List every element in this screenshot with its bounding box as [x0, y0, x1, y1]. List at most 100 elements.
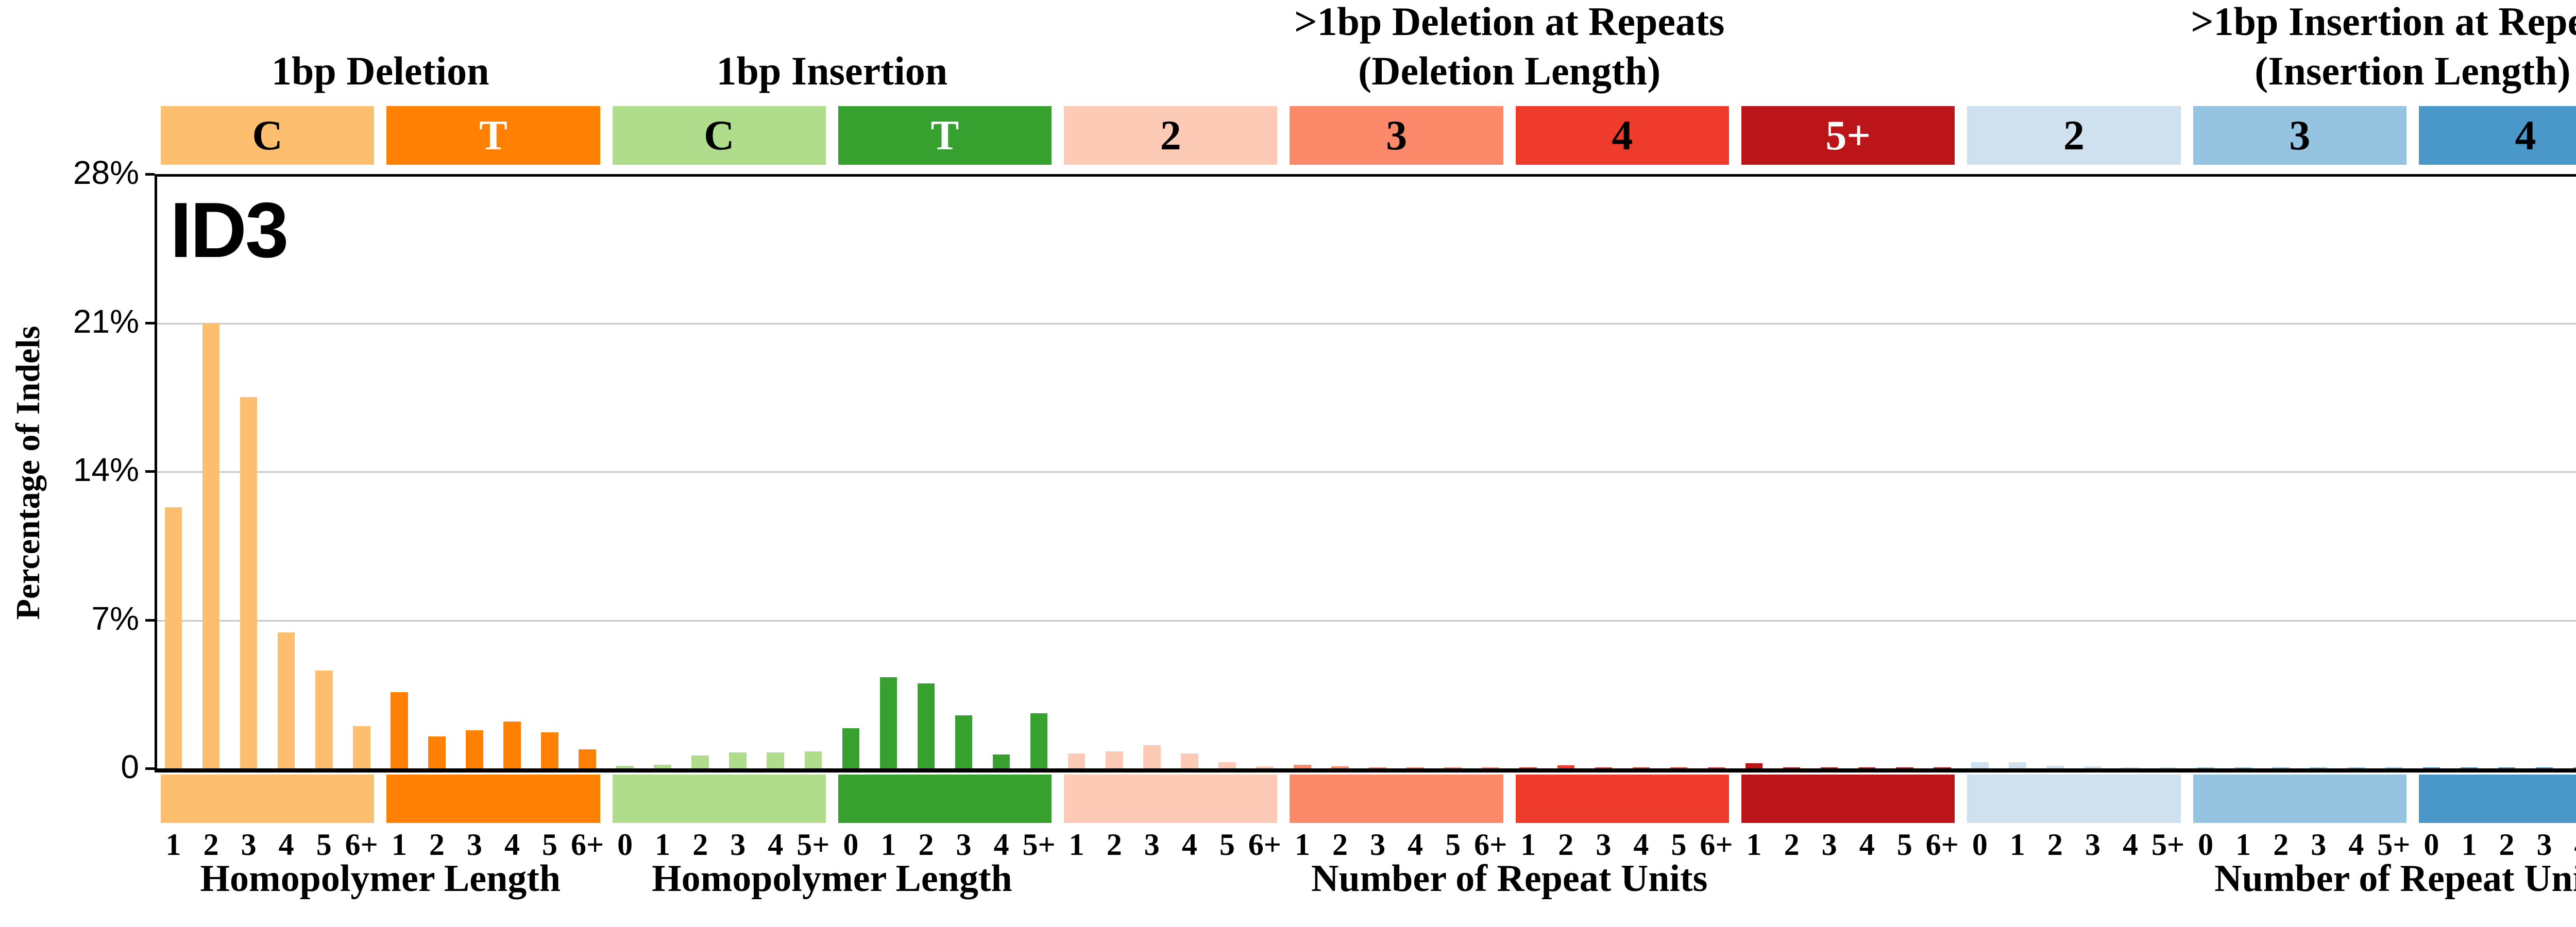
section-header-line: (Deletion Length) — [1358, 48, 1661, 93]
y-tick-label: 0 — [121, 748, 139, 785]
section-header: >1bp Deletion at Repeats (Deletion Length… — [1058, 0, 1961, 96]
x-category-label: 1 — [2461, 828, 2477, 862]
bar — [1971, 762, 1989, 768]
bar — [2122, 767, 2139, 768]
bar — [1895, 767, 1913, 768]
bar — [2046, 766, 2064, 768]
x-category-label: 4 — [1633, 828, 1649, 862]
group-box-bottom — [386, 775, 600, 823]
bar — [2498, 767, 2516, 768]
x-category-label: 4 — [993, 828, 1009, 862]
bar — [503, 722, 521, 768]
bar — [1783, 767, 1801, 768]
x-category-label: 4 — [1859, 828, 1875, 862]
group-box-top: 2 — [1064, 106, 1278, 165]
x-category-label: 2 — [429, 828, 445, 862]
x-category-label: 4 — [2348, 828, 2364, 862]
x-category-label: 0 — [2198, 828, 2214, 862]
bar — [1256, 766, 1274, 768]
x-category-label: 4 — [1181, 828, 1197, 862]
bar — [1030, 713, 1048, 768]
x-category-label: 3 — [956, 828, 972, 862]
x-category-label: 2 — [1784, 828, 1800, 862]
x-category-label: 6+ — [1474, 828, 1507, 862]
bar — [616, 766, 634, 768]
x-category-label: 2 — [1106, 828, 1122, 862]
group-box-top: C — [612, 106, 826, 165]
bar — [428, 736, 446, 768]
section-header: >1bp Insertion at Repeats(Insertion Leng… — [1961, 0, 2576, 96]
bar — [879, 677, 897, 768]
bar — [1369, 767, 1386, 768]
bar — [767, 752, 785, 768]
bar — [164, 507, 182, 768]
x-category-label: 0 — [1972, 828, 1988, 862]
x-category-label: 6+ — [1925, 828, 1959, 862]
bar — [2573, 767, 2576, 768]
group-box-bottom — [2418, 775, 2576, 823]
y-tick-mark — [145, 173, 155, 176]
bar — [2159, 767, 2177, 768]
group-box-top: C — [161, 106, 375, 165]
section-header-line: (Insertion Length) — [2255, 48, 2571, 93]
x-category-label: 5+ — [1022, 828, 1056, 862]
x-category-label: 6+ — [1700, 828, 1733, 862]
x-category-label: 3 — [2311, 828, 2327, 862]
y-tick-label: 21% — [73, 302, 139, 340]
bar — [1595, 767, 1613, 768]
x-category-label: 2 — [2499, 828, 2515, 862]
group-box-bottom — [1290, 775, 1503, 823]
x-category-label: 2 — [203, 828, 219, 862]
x-category-label: 3 — [1821, 828, 1837, 862]
x-category-label: 6+ — [345, 828, 378, 862]
section-header-line: >1bp Insertion at Repeats — [2191, 0, 2576, 44]
x-category-label: 3 — [241, 828, 257, 862]
x-category-label: 1 — [880, 828, 896, 862]
x-category-label: 1 — [1294, 828, 1310, 862]
x-category-label: 1 — [391, 828, 407, 862]
x-category-label: 1 — [2009, 828, 2025, 862]
bar — [654, 764, 671, 768]
group-box-top: 3 — [2193, 106, 2406, 165]
y-tick-label: 14% — [73, 451, 139, 488]
x-category-label: 0 — [2424, 828, 2439, 862]
x-category-label: 1 — [1520, 828, 1536, 862]
bar — [1105, 751, 1123, 768]
x-category-label: 2 — [1558, 828, 1574, 862]
x-category-label: 2 — [2047, 828, 2063, 862]
bar — [1670, 767, 1688, 768]
bar — [1444, 767, 1462, 768]
x-category-label: 1 — [2235, 828, 2251, 862]
bar — [466, 730, 483, 768]
group-box-top: T — [386, 106, 600, 165]
x-category-label: 3 — [1370, 828, 1386, 862]
axis-group-label: Homopolymer Length — [200, 857, 561, 900]
x-category-label: 5 — [1896, 828, 1912, 862]
bar — [541, 732, 558, 768]
x-category-label: 1 — [1069, 828, 1084, 862]
bar — [1519, 767, 1537, 768]
x-category-label: 5 — [1445, 828, 1461, 862]
section-header: 1bp Insertion — [606, 7, 1058, 96]
group-box-bottom — [2193, 775, 2406, 823]
bar — [315, 671, 333, 768]
group-box-top: 4 — [2418, 106, 2576, 165]
bar — [1707, 767, 1725, 768]
x-category-label: 4 — [504, 828, 520, 862]
y-tick-label: 7% — [91, 599, 140, 637]
bar — [2084, 766, 2102, 768]
bar — [2535, 767, 2553, 768]
x-category-label: 1 — [165, 828, 181, 862]
y-tick-mark — [145, 470, 155, 473]
bar — [2460, 767, 2478, 768]
x-category-label: 4 — [1408, 828, 1423, 862]
x-category-label: 1 — [1746, 828, 1762, 862]
bar — [1181, 753, 1198, 768]
x-category-label: 2 — [2273, 828, 2289, 862]
bar — [2310, 767, 2328, 768]
bar — [391, 692, 408, 768]
bar — [1482, 767, 1499, 768]
axis-group-label: Number of Repeat Units — [2214, 857, 2576, 900]
bar — [352, 726, 370, 768]
x-category-label: 6+ — [1248, 828, 1281, 862]
